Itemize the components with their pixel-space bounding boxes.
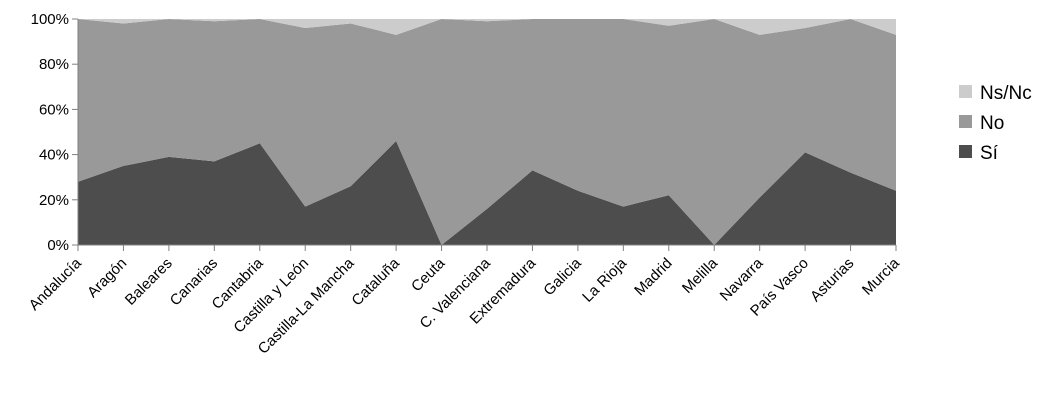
legend: Ns/Nc No Sí [959,83,1032,164]
legend-swatch [959,85,972,98]
x-tick-label: Asturias [807,255,857,305]
area-series-2 [78,19,896,35]
y-tick-label: 80% [39,56,69,73]
legend-swatch [959,115,972,128]
area-series-0 [78,141,896,245]
legend-swatch [959,145,972,158]
legend-label: No [980,113,1004,134]
x-tick-label: Galicia [540,254,585,299]
x-tick-label: Murcia [859,254,903,298]
y-tick-label: 0% [47,237,69,254]
y-tick-label: 60% [39,101,69,118]
x-tick-label: Baleares [122,255,176,309]
legend-label: Sí [980,143,999,164]
plot-area [78,19,896,245]
x-tick-label: Ceuta [408,254,449,295]
x-tick-label: Andalucía [26,254,86,314]
x-tick-label: La Rioja [579,254,630,305]
area-series-1 [78,19,896,245]
legend-label: Ns/Nc [980,83,1032,104]
y-tick-label: 100% [31,11,69,28]
y-tick-label: 40% [39,147,69,164]
x-tick-label: Cataluña [348,254,403,309]
x-tick-label: Melilla [679,254,722,297]
x-tick-label: Madrid [631,255,675,299]
y-tick-label: 20% [39,192,69,209]
